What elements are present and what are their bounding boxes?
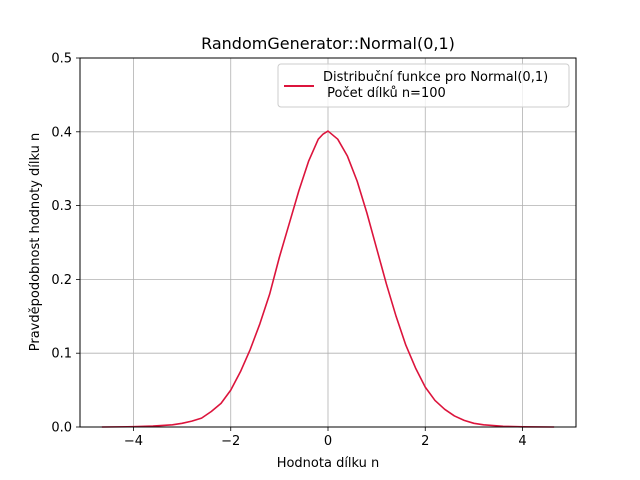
legend-box [277,63,570,108]
chart-title: RandomGenerator::Normal(0,1) [201,34,455,53]
legend-label: Distribuční funkce pro Normal(0,1) Počet… [323,70,548,101]
legend-label-line: Počet dílků n=100 [323,86,446,101]
y-tick-label: 0.0 [51,421,72,436]
x-tick-label: 4 [518,434,526,449]
plot-data [101,130,555,428]
x-axis-label: Hodnota dílku n [277,456,380,471]
series-line [101,130,555,428]
x-tick-label: 2 [421,434,429,449]
axis-ticks: −4 −2 0 2 4 0.0 0.1 0.2 0.3 0.4 0.5 [51,52,526,450]
x-tick-label: −2 [221,434,240,449]
x-tick-label: 0 [324,434,332,449]
x-tick-label: −4 [124,434,143,449]
y-tick-label: 0.1 [51,347,72,362]
legend: Distribuční funkce pro Normal(0,1) Počet… [277,63,570,108]
y-tick-label: 0.4 [51,125,72,140]
y-tick-label: 0.2 [51,273,72,288]
y-tick-label: 0.3 [51,199,72,214]
y-tick-label: 0.5 [51,52,72,67]
y-axis-label: Pravděpodobnost hodnoty dílku n [28,133,43,352]
legend-label-line: Distribuční funkce pro Normal(0,1) [323,70,548,85]
